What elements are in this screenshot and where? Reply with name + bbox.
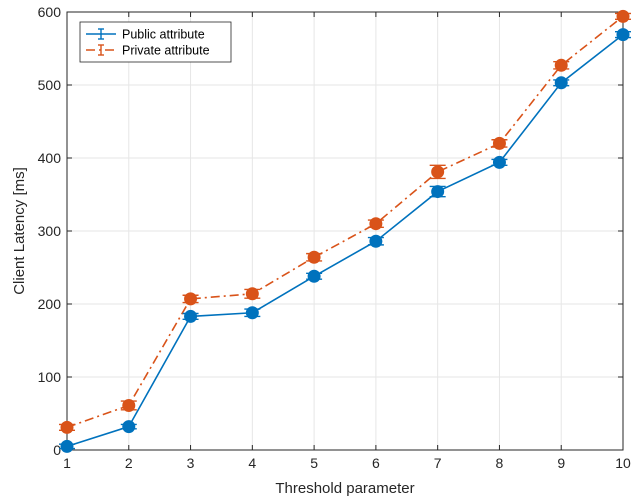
y-tick-label: 200 xyxy=(38,296,62,312)
x-axis-title: Threshold parameter xyxy=(275,480,414,497)
x-tick-label: 2 xyxy=(125,455,133,471)
x-tick-label: 3 xyxy=(187,455,195,471)
x-tick-label: 10 xyxy=(615,455,631,471)
series-line xyxy=(66,33,624,448)
data-point xyxy=(369,217,383,231)
x-tick-label: 8 xyxy=(496,455,504,471)
data-point xyxy=(184,292,198,306)
data-point xyxy=(184,309,198,323)
series-layer xyxy=(59,9,631,453)
legend-entry: Private attribute xyxy=(86,44,210,58)
data-point xyxy=(369,234,383,248)
data-point xyxy=(492,155,506,169)
data-point xyxy=(245,306,259,320)
data-point xyxy=(307,250,321,264)
data-point xyxy=(431,185,445,199)
legend-entry: Public attribute xyxy=(86,28,205,42)
series-0 xyxy=(59,28,631,453)
data-point xyxy=(616,28,630,42)
x-tick-label: 9 xyxy=(557,455,565,471)
x-tick-label: 7 xyxy=(434,455,442,471)
data-point xyxy=(122,398,136,412)
data-point xyxy=(616,9,630,23)
legend-label: Private attribute xyxy=(122,44,210,58)
y-tick-label: 600 xyxy=(38,4,62,20)
data-point xyxy=(492,136,506,150)
data-point xyxy=(122,420,136,434)
data-point xyxy=(431,165,445,179)
series-line xyxy=(66,15,624,429)
legend: Public attribute Private attribute xyxy=(79,21,232,63)
y-tick-label: 400 xyxy=(38,150,62,166)
data-point xyxy=(60,439,74,453)
y-axis-title: Client Latency [ms] xyxy=(11,167,28,295)
x-tick-label: 5 xyxy=(310,455,318,471)
data-point xyxy=(307,269,321,283)
legend-label: Public attribute xyxy=(122,28,205,42)
x-tick-label: 6 xyxy=(372,455,380,471)
x-tick-label: 1 xyxy=(63,455,71,471)
grid-lines xyxy=(66,11,624,451)
y-tick-label: 300 xyxy=(38,223,62,239)
y-tick-label: 0 xyxy=(53,442,61,458)
data-point xyxy=(554,58,568,72)
series-1 xyxy=(59,9,631,434)
legend-box xyxy=(79,21,232,63)
data-point xyxy=(554,76,568,90)
legend-items: Public attribute Private attribute xyxy=(86,28,210,58)
y-tick-label: 100 xyxy=(38,369,62,385)
x-tick-label: 4 xyxy=(248,455,256,471)
data-point xyxy=(60,420,74,434)
data-point xyxy=(245,287,259,301)
y-tick-label: 500 xyxy=(38,77,62,93)
